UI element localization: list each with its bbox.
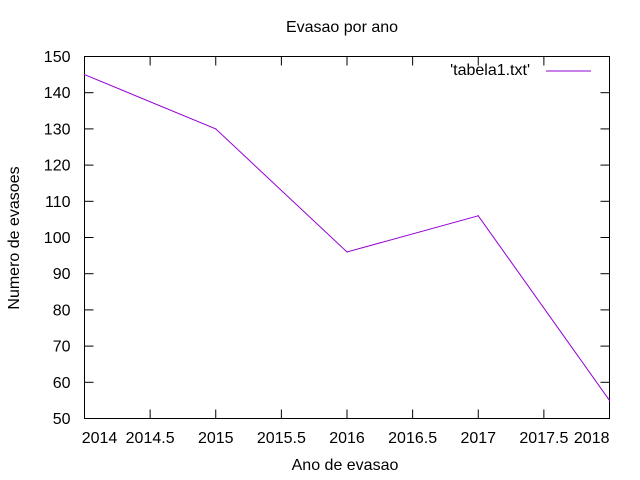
- x-tick-label: 2014: [82, 430, 118, 447]
- y-tick-label: 90: [53, 266, 71, 283]
- y-tick-label: 80: [53, 302, 71, 319]
- series-layer: [83, 74, 611, 401]
- x-tick-label: 2014.5: [126, 430, 175, 447]
- x-tick-label: 2018: [574, 430, 610, 447]
- legend-label: 'tabela1.txt': [450, 62, 530, 79]
- y-tick-label: 70: [53, 339, 71, 356]
- x-tick-label: 2016.5: [388, 430, 437, 447]
- y-tick-label: 110: [45, 194, 71, 211]
- data-point: [477, 215, 479, 217]
- x-tick-label: 2017: [460, 430, 496, 447]
- x-axis: 2014 2014.5 2015 2015.5 2016 2016.5 2017 2017.5…: [82, 56, 610, 447]
- data-point: [83, 74, 86, 76]
- x-axis-title: Ano de evasao: [292, 457, 399, 474]
- x-tick-label: 2015.5: [257, 430, 306, 447]
- y-tick-label: 150: [44, 49, 71, 66]
- y-tick-label: 60: [53, 375, 71, 392]
- plot-frame: [84, 56, 610, 419]
- data-point: [608, 399, 611, 401]
- series-line: [84, 74, 610, 401]
- y-tick-label: 50: [53, 411, 71, 428]
- chart-title: Evasao por ano: [286, 19, 398, 36]
- x-tick-label: 2016: [329, 430, 365, 447]
- x-tick-label: 2015: [198, 430, 234, 447]
- data-point: [346, 251, 348, 253]
- y-axis: 50 60 70 80 90 100 110 120 130 140 150: [44, 49, 610, 428]
- legend: 'tabela1.txt': [450, 62, 591, 79]
- data-point: [215, 128, 217, 130]
- y-axis-title: Numero de evasoes: [6, 166, 23, 309]
- y-tick-label: 130: [44, 121, 71, 138]
- x-tick-label: 2017.5: [519, 430, 568, 447]
- y-tick-label: 140: [44, 85, 71, 102]
- y-tick-label: 100: [44, 230, 71, 247]
- y-tick-label: 120: [44, 158, 71, 175]
